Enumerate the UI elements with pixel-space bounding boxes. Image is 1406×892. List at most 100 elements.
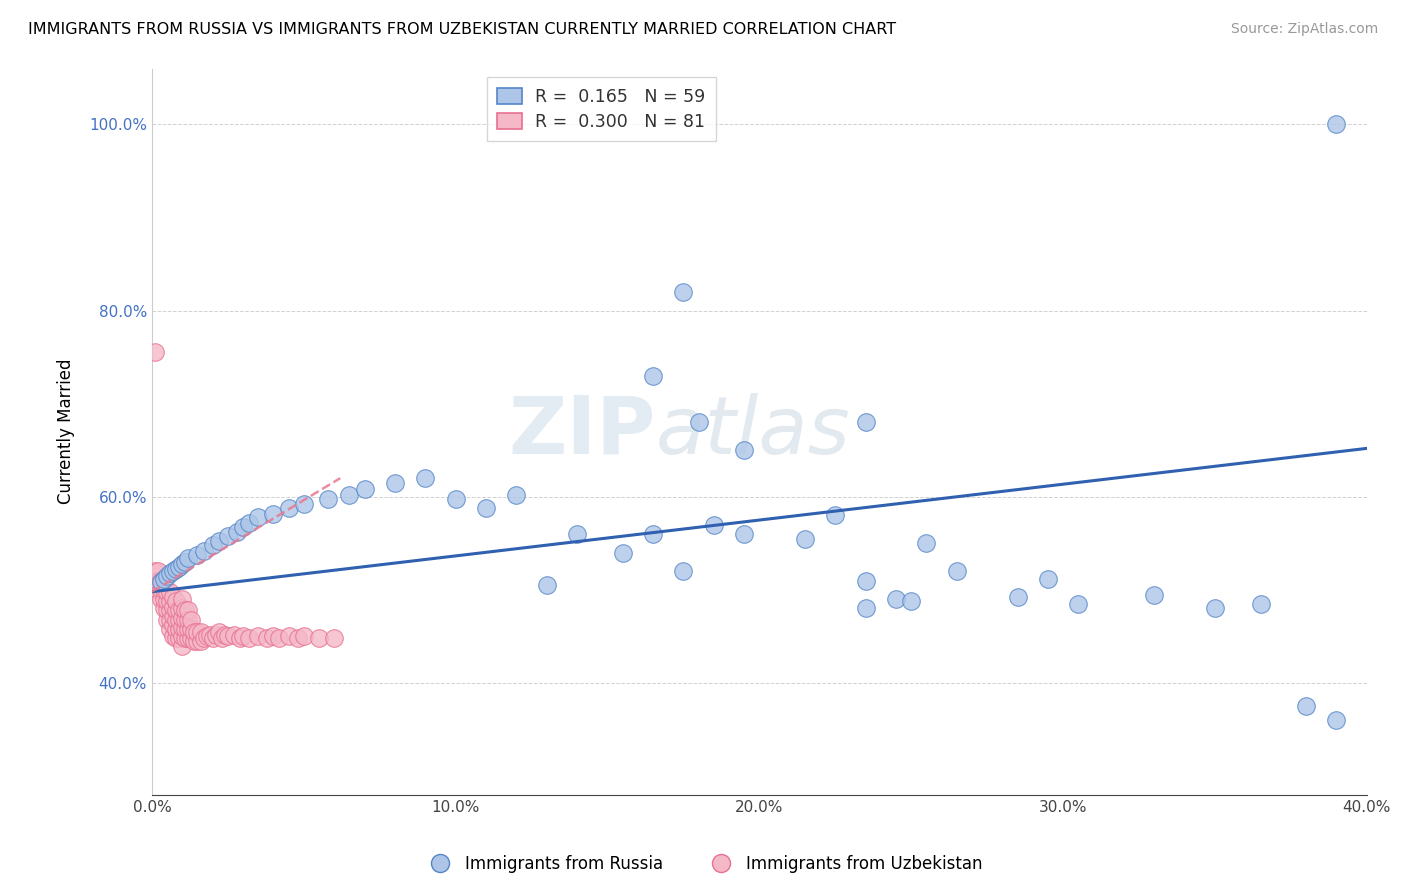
Point xyxy=(1036,572,1059,586)
Point xyxy=(180,632,202,646)
Point xyxy=(505,488,527,502)
Point xyxy=(180,622,202,636)
Point xyxy=(277,500,299,515)
Point xyxy=(153,582,176,597)
Point xyxy=(277,629,299,643)
Point xyxy=(256,632,278,646)
Point xyxy=(384,475,406,490)
Point xyxy=(536,578,558,592)
Point xyxy=(1250,597,1272,611)
Point xyxy=(150,592,173,607)
Point xyxy=(444,491,467,506)
Point xyxy=(641,527,664,541)
Text: atlas: atlas xyxy=(657,392,851,471)
Point xyxy=(174,603,197,617)
Point xyxy=(172,601,194,615)
Point xyxy=(150,574,173,588)
Point xyxy=(153,592,176,607)
Point xyxy=(172,639,194,653)
Point xyxy=(247,629,270,643)
Point xyxy=(198,627,221,641)
Point xyxy=(323,632,346,646)
Point xyxy=(180,613,202,627)
Point xyxy=(172,629,194,643)
Point xyxy=(204,627,226,641)
Point xyxy=(143,564,166,578)
Point xyxy=(208,624,231,639)
Point xyxy=(190,634,212,648)
Point xyxy=(211,632,233,646)
Point xyxy=(165,603,187,617)
Point xyxy=(316,491,339,506)
Point xyxy=(238,632,260,646)
Point xyxy=(172,592,194,607)
Point xyxy=(159,613,181,627)
Point xyxy=(159,622,181,636)
Point xyxy=(165,594,187,608)
Point xyxy=(733,443,755,458)
Point xyxy=(247,510,270,524)
Legend: Immigrants from Russia, Immigrants from Uzbekistan: Immigrants from Russia, Immigrants from … xyxy=(416,848,990,880)
Point xyxy=(238,516,260,530)
Point xyxy=(413,471,436,485)
Point xyxy=(688,415,710,429)
Point xyxy=(475,500,498,515)
Point xyxy=(146,564,169,578)
Point xyxy=(162,591,184,605)
Point xyxy=(195,629,218,643)
Point xyxy=(172,620,194,634)
Point xyxy=(672,564,695,578)
Point xyxy=(162,618,184,632)
Point xyxy=(153,601,176,615)
Y-axis label: Currently Married: Currently Married xyxy=(58,359,75,504)
Point xyxy=(824,508,846,523)
Point xyxy=(232,629,254,643)
Point xyxy=(165,613,187,627)
Point xyxy=(162,599,184,614)
Point xyxy=(1326,117,1348,131)
Point xyxy=(1007,591,1029,605)
Point xyxy=(565,527,588,541)
Text: Source: ZipAtlas.com: Source: ZipAtlas.com xyxy=(1230,22,1378,37)
Point xyxy=(855,601,877,615)
Point xyxy=(165,622,187,636)
Point xyxy=(177,622,200,636)
Point xyxy=(156,584,179,599)
Point xyxy=(167,632,190,646)
Point xyxy=(174,622,197,636)
Point xyxy=(900,594,922,608)
Point xyxy=(183,624,205,639)
Text: IMMIGRANTS FROM RUSSIA VS IMMIGRANTS FROM UZBEKISTAN CURRENTLY MARRIED CORRELATI: IMMIGRANTS FROM RUSSIA VS IMMIGRANTS FRO… xyxy=(28,22,896,37)
Point xyxy=(1295,699,1317,714)
Point xyxy=(167,613,190,627)
Point xyxy=(262,629,284,643)
Point xyxy=(193,632,215,646)
Point xyxy=(201,538,224,552)
Point xyxy=(159,594,181,608)
Point xyxy=(672,285,695,299)
Point xyxy=(884,592,907,607)
Point xyxy=(946,564,969,578)
Point xyxy=(143,345,166,359)
Point xyxy=(1067,597,1090,611)
Point xyxy=(612,546,634,560)
Point xyxy=(733,527,755,541)
Point xyxy=(226,525,249,540)
Point xyxy=(855,415,877,429)
Point xyxy=(172,611,194,625)
Point xyxy=(156,569,179,583)
Point xyxy=(703,517,725,532)
Point xyxy=(1326,713,1348,727)
Point xyxy=(177,613,200,627)
Point xyxy=(915,536,938,550)
Point xyxy=(1143,588,1166,602)
Point xyxy=(308,632,330,646)
Point xyxy=(156,613,179,627)
Point xyxy=(190,624,212,639)
Point xyxy=(262,507,284,521)
Point xyxy=(162,564,184,578)
Point xyxy=(174,632,197,646)
Point xyxy=(641,368,664,383)
Point xyxy=(229,632,252,646)
Point xyxy=(292,497,315,511)
